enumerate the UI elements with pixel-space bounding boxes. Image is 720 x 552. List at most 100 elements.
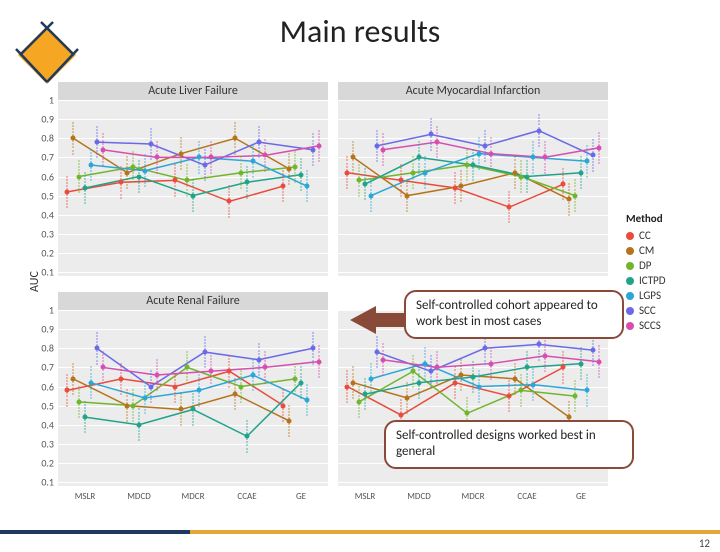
data-point xyxy=(131,403,136,408)
data-point xyxy=(536,342,541,347)
data-point xyxy=(94,140,99,145)
data-point xyxy=(71,136,76,141)
data-point xyxy=(351,155,356,160)
legend-label: SCC xyxy=(639,304,656,317)
data-point xyxy=(380,357,385,362)
data-point xyxy=(304,397,309,402)
y-tick-label: 0.6 xyxy=(41,380,54,393)
data-point xyxy=(399,413,404,418)
data-point xyxy=(100,365,105,370)
data-point xyxy=(471,163,476,168)
data-point xyxy=(208,369,213,374)
data-point xyxy=(287,418,292,423)
data-point xyxy=(428,369,433,374)
data-point xyxy=(142,168,147,173)
data-point xyxy=(65,388,70,393)
data-point xyxy=(250,159,255,164)
data-point xyxy=(100,147,105,152)
legend-item: ICTPD xyxy=(626,274,712,287)
legend-item: CM xyxy=(626,244,712,257)
chart-panel: Acute Liver Failure0.10.20.30.40.50.60.7… xyxy=(58,100,328,276)
y-tick-label: 0.8 xyxy=(41,132,54,145)
y-tick-label: 0.4 xyxy=(41,418,54,431)
data-point xyxy=(584,388,589,393)
data-point xyxy=(262,153,267,158)
data-point xyxy=(119,180,124,185)
data-point xyxy=(65,189,70,194)
data-point xyxy=(405,193,410,198)
data-point xyxy=(357,399,362,404)
x-tick-label: CCAE xyxy=(517,491,536,502)
legend-swatch-icon xyxy=(626,247,634,255)
data-point xyxy=(137,422,142,427)
data-point xyxy=(299,380,304,385)
data-point xyxy=(293,164,298,169)
legend-label: CM xyxy=(639,244,654,257)
data-point xyxy=(131,164,136,169)
data-point xyxy=(239,384,244,389)
data-point xyxy=(125,403,130,408)
data-point xyxy=(465,163,470,168)
data-point xyxy=(316,143,321,148)
x-tick-label: MDCR xyxy=(182,491,205,502)
legend-item: LGPS xyxy=(626,289,712,302)
data-point xyxy=(185,178,190,183)
x-tick-label: MDCD xyxy=(407,491,431,502)
data-point xyxy=(525,365,530,370)
data-point xyxy=(77,399,82,404)
data-point xyxy=(310,147,315,152)
data-point xyxy=(374,350,379,355)
y-tick-label: 0.9 xyxy=(41,323,54,336)
data-point xyxy=(573,193,578,198)
data-point xyxy=(368,193,373,198)
data-point xyxy=(227,369,232,374)
data-point xyxy=(507,394,512,399)
data-point xyxy=(434,365,439,370)
legend-label: SCCS xyxy=(639,319,661,332)
data-point xyxy=(488,151,493,156)
panel-title: Acute Liver Failure xyxy=(58,82,328,100)
panel-title: Acute Renal Failure xyxy=(58,292,328,310)
legend-swatch-icon xyxy=(626,277,634,285)
slide-title: Main results xyxy=(0,12,720,51)
callout-general-text: Self-controlled designs worked best in g… xyxy=(396,428,596,459)
y-axis-label: AUC xyxy=(28,271,42,292)
data-point xyxy=(94,346,99,351)
data-point xyxy=(245,434,250,439)
legend-swatch-icon xyxy=(626,262,634,270)
data-point xyxy=(173,384,178,389)
data-point xyxy=(482,346,487,351)
legend-label: CC xyxy=(639,229,651,242)
data-point xyxy=(245,180,250,185)
y-tick-label: 0.1 xyxy=(41,266,54,279)
data-point xyxy=(363,182,368,187)
legend-title: Method xyxy=(626,212,712,225)
data-point xyxy=(590,348,595,353)
data-point xyxy=(293,376,298,381)
y-tick-label: 0.2 xyxy=(41,247,54,260)
data-point xyxy=(154,373,159,378)
data-point xyxy=(519,388,524,393)
data-point xyxy=(196,388,201,393)
y-tick-label: 0.8 xyxy=(41,342,54,355)
data-point xyxy=(345,170,350,175)
legend-label: ICTPD xyxy=(639,274,666,287)
legend-swatch-icon xyxy=(626,307,634,315)
data-point xyxy=(422,170,427,175)
data-point xyxy=(191,407,196,412)
data-point xyxy=(453,186,458,191)
y-tick-label: 0.7 xyxy=(41,151,54,164)
data-point xyxy=(579,361,584,366)
data-point xyxy=(542,155,547,160)
data-point xyxy=(148,384,153,389)
y-tick-label: 0.9 xyxy=(41,113,54,126)
data-point xyxy=(179,151,184,156)
data-point xyxy=(405,396,410,401)
y-tick-label: 0.5 xyxy=(41,189,54,202)
legend-item: SCC xyxy=(626,304,712,317)
data-point xyxy=(368,376,373,381)
data-point xyxy=(411,369,416,374)
data-point xyxy=(202,350,207,355)
callout-scc: Self-controlled cohort appeared to work … xyxy=(404,290,624,339)
data-point xyxy=(262,365,267,370)
